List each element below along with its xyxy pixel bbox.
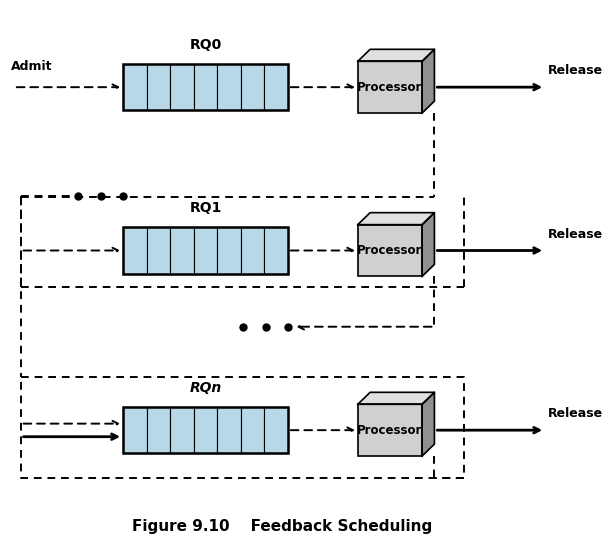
Bar xyxy=(170,407,194,453)
Bar xyxy=(194,227,217,274)
Text: RQn: RQn xyxy=(189,381,221,395)
Bar xyxy=(264,64,288,111)
Bar xyxy=(123,407,147,453)
Bar xyxy=(147,227,170,274)
Text: Figure 9.10    Feedback Scheduling: Figure 9.10 Feedback Scheduling xyxy=(132,519,432,534)
Bar xyxy=(194,407,217,453)
Text: RQ0: RQ0 xyxy=(189,38,221,52)
Polygon shape xyxy=(422,213,434,276)
Bar xyxy=(241,64,264,111)
Bar xyxy=(170,227,194,274)
Polygon shape xyxy=(358,392,434,404)
Bar xyxy=(217,407,241,453)
Polygon shape xyxy=(422,50,434,113)
Text: Release: Release xyxy=(548,64,603,78)
Bar xyxy=(358,404,422,456)
Bar xyxy=(264,407,288,453)
Bar xyxy=(123,64,288,111)
Bar xyxy=(147,64,170,111)
Polygon shape xyxy=(422,392,434,456)
Bar xyxy=(217,227,241,274)
Bar xyxy=(147,407,170,453)
Text: Release: Release xyxy=(548,228,603,241)
Polygon shape xyxy=(358,50,434,61)
Bar xyxy=(358,224,422,276)
Bar xyxy=(123,227,288,274)
Bar xyxy=(170,64,194,111)
Text: Admit: Admit xyxy=(11,60,53,73)
Bar xyxy=(358,61,422,113)
Bar xyxy=(264,227,288,274)
Bar xyxy=(123,227,147,274)
Bar xyxy=(217,64,241,111)
Text: Processor: Processor xyxy=(358,81,423,94)
Bar xyxy=(241,227,264,274)
Bar xyxy=(241,407,264,453)
Text: RQ1: RQ1 xyxy=(189,201,222,216)
Bar xyxy=(123,407,288,453)
Text: Processor: Processor xyxy=(358,244,423,257)
Text: Processor: Processor xyxy=(358,424,423,437)
Polygon shape xyxy=(358,213,434,224)
Bar xyxy=(194,64,217,111)
Text: Release: Release xyxy=(548,408,603,420)
Bar xyxy=(123,64,147,111)
